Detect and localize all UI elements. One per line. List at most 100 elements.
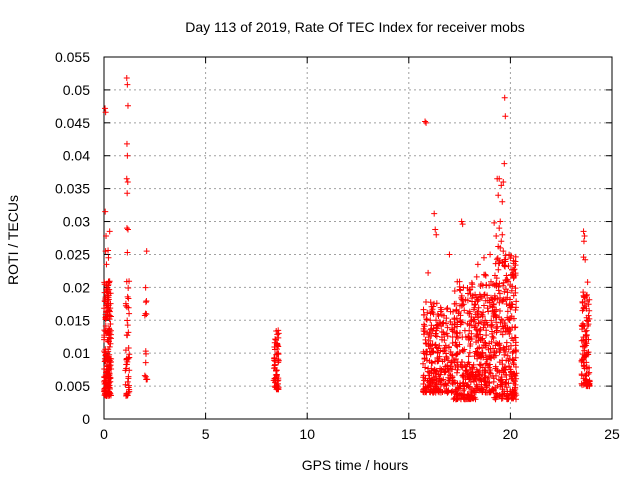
- data-point: [585, 312, 592, 319]
- data-point: [580, 305, 587, 312]
- data-point: [123, 140, 130, 147]
- data-point: [435, 386, 442, 393]
- data-point: [437, 379, 444, 386]
- data-point: [102, 109, 109, 116]
- y-tick-label: 0.035: [55, 181, 90, 197]
- data-point: [458, 359, 465, 366]
- data-point: [438, 311, 445, 318]
- data-point: [506, 364, 513, 371]
- data-point: [481, 367, 488, 374]
- data-point: [422, 364, 429, 371]
- data-point: [105, 281, 112, 288]
- data-point: [425, 269, 432, 276]
- y-tick-label: 0: [82, 411, 90, 427]
- data-point: [435, 345, 442, 352]
- data-point: [449, 352, 456, 359]
- data-point: [496, 299, 503, 306]
- data-point: [426, 329, 433, 336]
- data-point: [462, 396, 469, 403]
- data-point: [433, 300, 440, 307]
- data-point: [492, 365, 499, 372]
- data-point: [473, 381, 480, 388]
- data-point: [513, 304, 520, 311]
- data-point: [500, 282, 507, 289]
- data-point: [274, 350, 281, 357]
- data-point: [459, 221, 466, 228]
- data-point: [443, 330, 450, 337]
- data-point: [124, 249, 131, 256]
- data-point: [124, 179, 131, 186]
- data-point: [492, 390, 499, 397]
- data-point: [459, 319, 466, 326]
- data-point: [488, 317, 495, 324]
- data-point: [477, 362, 484, 369]
- data-point: [444, 324, 451, 331]
- data-point: [103, 286, 110, 293]
- data-point: [510, 348, 517, 355]
- data-point: [496, 307, 503, 314]
- data-point: [454, 392, 461, 399]
- x-tick-labels: 0 5 10 15 20 25: [100, 426, 620, 442]
- data-point: [461, 391, 468, 398]
- data-point: [473, 373, 480, 380]
- data-point: [468, 314, 475, 321]
- data-point: [496, 175, 503, 182]
- y-tick-label: 0.03: [63, 214, 90, 230]
- data-point: [460, 373, 467, 380]
- data-point: [436, 319, 443, 326]
- data-point: [467, 396, 474, 403]
- data-point: [497, 377, 504, 384]
- data-point: [124, 226, 131, 233]
- data-point: [493, 256, 500, 263]
- data-point: [512, 272, 519, 279]
- data-point: [420, 306, 427, 313]
- data-point: [495, 192, 502, 199]
- data-point: [101, 327, 108, 334]
- data-point: [272, 374, 279, 381]
- data-point: [499, 323, 506, 330]
- data-point: [420, 360, 427, 367]
- data-point: [466, 327, 473, 334]
- data-point: [422, 348, 429, 355]
- data-point: [479, 371, 486, 378]
- data-point: [143, 350, 150, 357]
- data-point: [142, 359, 149, 366]
- y-tick-label: 0.04: [63, 148, 90, 164]
- data-point: [431, 210, 438, 217]
- data-point: [503, 300, 510, 307]
- data-point: [107, 321, 114, 328]
- data-point: [477, 282, 484, 289]
- data-point: [482, 272, 489, 279]
- data-point: [428, 370, 435, 377]
- data-point: [468, 392, 475, 399]
- data-point: [502, 263, 509, 270]
- data-point: [583, 292, 590, 299]
- data-point: [499, 198, 506, 205]
- data-point: [506, 251, 513, 258]
- data-point: [476, 387, 483, 394]
- data-point: [497, 218, 504, 225]
- data-point: [441, 331, 448, 338]
- data-point: [473, 273, 480, 280]
- data-point: [441, 356, 448, 363]
- data-point: [142, 310, 149, 317]
- data-point: [104, 297, 111, 304]
- data-point: [490, 300, 497, 307]
- data-point: [499, 298, 506, 305]
- data-point: [433, 333, 440, 340]
- data-point: [453, 342, 460, 349]
- data-point: [491, 292, 498, 299]
- data-point: [496, 290, 503, 297]
- data-point: [275, 343, 282, 350]
- data-point: [467, 286, 474, 293]
- data-point: [126, 386, 133, 393]
- data-point: [470, 306, 477, 313]
- data-point: [473, 333, 480, 340]
- data-point: [475, 308, 482, 315]
- data-point: [472, 301, 479, 308]
- data-point: [433, 322, 440, 329]
- data-point: [426, 357, 433, 364]
- data-point: [275, 385, 282, 392]
- data-point: [487, 251, 494, 258]
